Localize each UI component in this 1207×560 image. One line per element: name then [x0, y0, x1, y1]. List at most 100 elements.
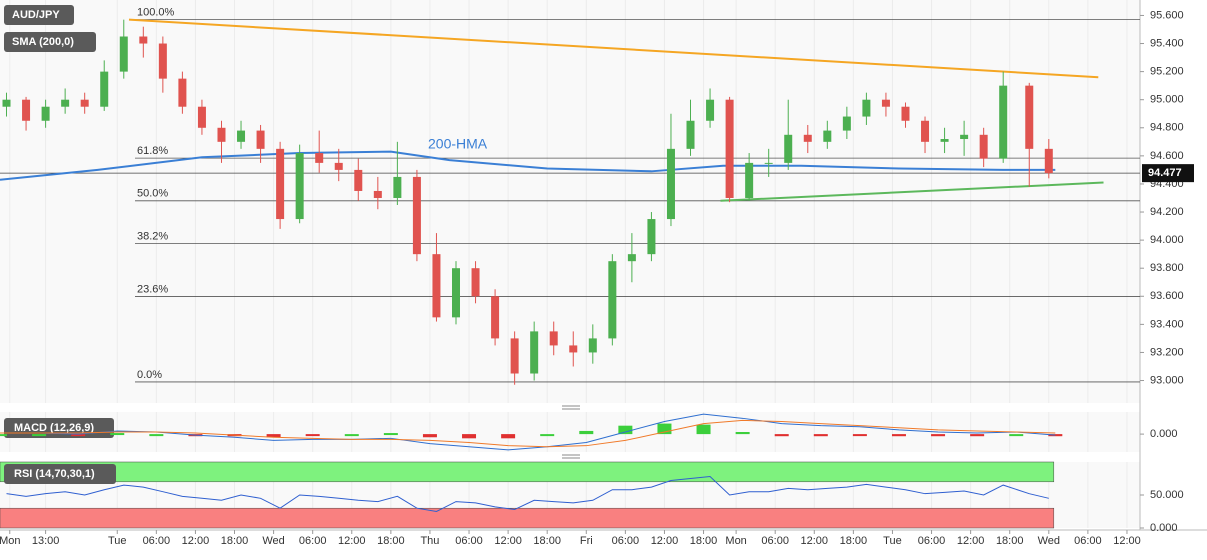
macd-histogram-bar	[149, 434, 164, 437]
oversold-zone	[0, 507, 1055, 529]
x-tick-label: 06:00	[761, 535, 789, 547]
candle-body	[139, 36, 148, 44]
macd-histogram-bar	[852, 434, 867, 437]
macd-histogram-bar	[1009, 434, 1024, 437]
x-tick-label: 18:00	[221, 535, 249, 547]
candle-body	[256, 130, 265, 149]
macd-histogram-bar	[71, 434, 86, 437]
overlay-label: SMA (200,0)	[12, 36, 74, 48]
candle-body	[549, 331, 558, 346]
candle-body	[119, 36, 128, 72]
last-price: 94.477	[1148, 167, 1182, 179]
macd-histogram-bar	[774, 434, 789, 437]
hma-line	[0, 150, 1056, 181]
fib-label: 23.6%	[137, 283, 168, 295]
candle-body	[315, 153, 324, 163]
candle-body	[471, 268, 480, 297]
candle-body	[725, 99, 734, 198]
candle-body	[373, 190, 382, 198]
macd-histogram-bar	[422, 434, 437, 438]
candle-body	[197, 106, 206, 128]
y-tick-label: 93.200	[1150, 346, 1184, 358]
x-tick-label: 18:00	[533, 535, 561, 547]
macd-histogram-bar	[501, 434, 516, 439]
symbol-box[interactable]	[4, 5, 74, 25]
candle-body	[881, 99, 890, 107]
macd-histogram-bar	[110, 433, 125, 436]
last-price-box	[1142, 164, 1194, 183]
x-tick-label: 18:00	[690, 535, 718, 547]
candle-body	[432, 254, 441, 318]
macd-histogram-bar	[735, 432, 750, 435]
macd-histogram-bar	[618, 425, 633, 435]
y-tick-label: 0.000	[1150, 522, 1178, 534]
candle-body	[647, 219, 656, 255]
x-tick-label: 18:00	[377, 535, 405, 547]
symbol: AUD/JPY	[12, 9, 60, 21]
fib-label: 0.0%	[137, 369, 162, 381]
macd-histogram-bar	[891, 434, 906, 437]
candle-body	[921, 120, 930, 142]
x-tick-label: Mon	[0, 535, 20, 547]
y-tick-label: 94.000	[1150, 234, 1184, 246]
x-tick-label: Tue	[883, 535, 902, 547]
x-tick-label: Mon	[725, 535, 746, 547]
signal-line	[0, 419, 1056, 448]
candle-body	[491, 296, 500, 339]
candle-body	[842, 116, 851, 131]
x-tick-label: Wed	[262, 535, 284, 547]
x-tick-label: 06:00	[612, 535, 640, 547]
candle-body	[178, 78, 187, 107]
candle-body	[745, 162, 754, 198]
x-tick-label: 13:00	[32, 535, 60, 547]
y-tick-label: 95.400	[1150, 37, 1184, 49]
candle-body	[706, 99, 715, 121]
fib-label: 61.8%	[137, 145, 168, 157]
x-tick-label: Tue	[108, 535, 127, 547]
x-tick-label: 18:00	[996, 535, 1024, 547]
macd-histogram-bar	[462, 434, 477, 439]
y-tick-label: 93.800	[1150, 262, 1184, 274]
y-tick-label: 95.200	[1150, 66, 1184, 78]
macd-histogram-bar	[383, 433, 398, 436]
x-tick-label: 06:00	[455, 535, 483, 547]
candle-body	[237, 130, 246, 142]
macd-histogram-bar	[657, 423, 672, 435]
candle-body	[510, 338, 519, 374]
overlay-box[interactable]	[4, 32, 96, 52]
macd-histogram-bar	[344, 434, 359, 437]
candle-body	[608, 261, 617, 339]
macd-histogram-bar	[579, 430, 594, 435]
overbought-zone	[0, 461, 1055, 483]
candle-body	[823, 130, 832, 142]
candle-body	[530, 331, 539, 374]
y-tick-label: 95.600	[1150, 9, 1184, 21]
macd-histogram-bar	[970, 434, 985, 437]
candle-body	[41, 106, 50, 121]
candle-body	[22, 99, 31, 121]
x-tick-label: Wed	[1038, 535, 1060, 547]
x-tick-label: 12:00	[1113, 535, 1141, 547]
macd-histogram-bar	[696, 424, 711, 435]
x-tick-label: 06:00	[299, 535, 327, 547]
y-tick-label: 50.000	[1150, 489, 1184, 501]
candle-body	[666, 148, 675, 220]
candle-body	[1044, 148, 1053, 174]
macd-histogram-bar	[305, 434, 320, 437]
candle-body	[80, 99, 89, 107]
candle-body	[158, 43, 167, 79]
macd-label: MACD (12,26,9)	[14, 422, 94, 434]
macd-histogram-bar	[32, 434, 47, 437]
candle-body	[1025, 85, 1034, 149]
y-tick-label: 94.200	[1150, 206, 1184, 218]
x-tick-label: Fri	[580, 535, 593, 547]
macd-histogram-bar	[0, 434, 7, 437]
candle-body	[276, 148, 285, 220]
candle-body	[627, 254, 636, 262]
trendline	[720, 181, 1104, 202]
x-tick-label: 06:00	[1074, 535, 1102, 547]
rsi-box[interactable]	[4, 464, 116, 484]
candle-body	[569, 345, 578, 353]
candle-body	[217, 127, 226, 142]
candle-body	[2, 99, 11, 107]
